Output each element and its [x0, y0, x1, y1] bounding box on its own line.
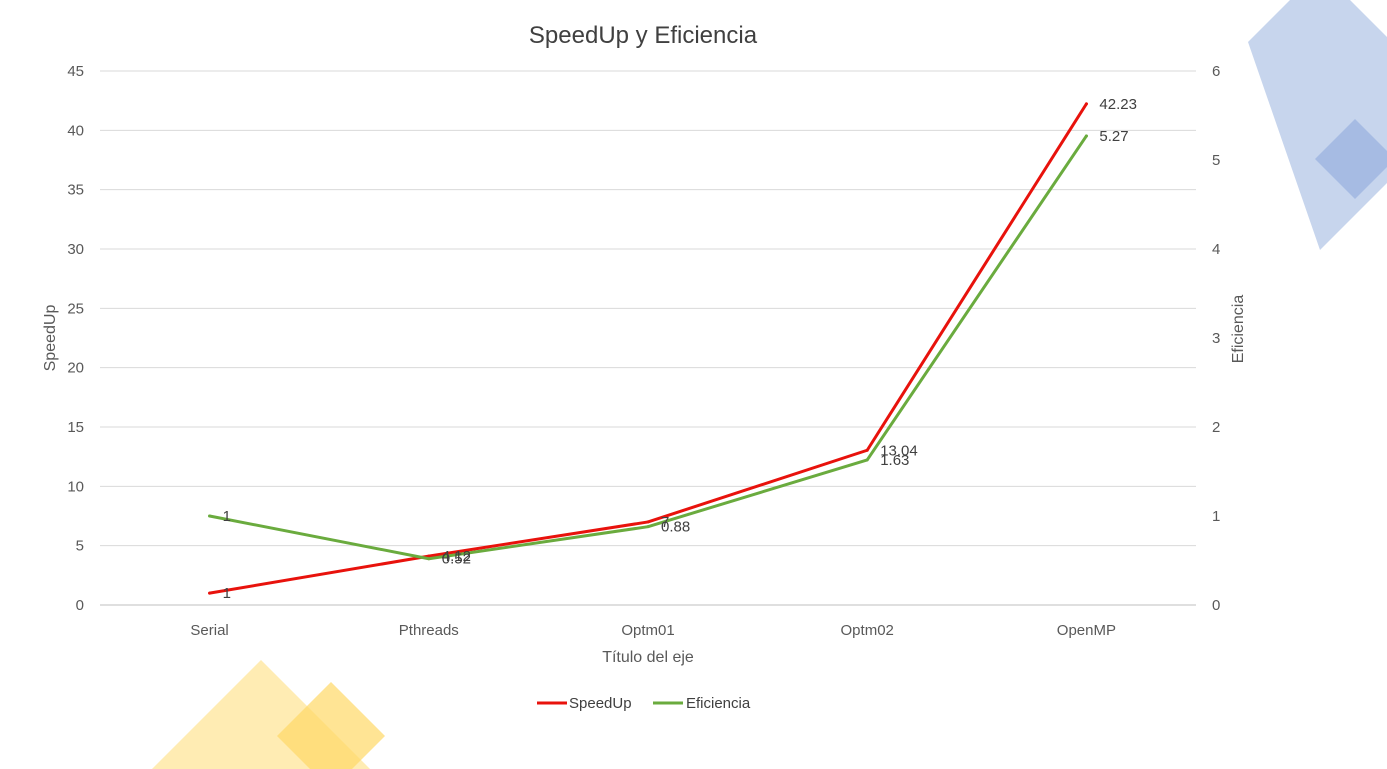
y2-axis-title: Eficiencia: [1230, 295, 1247, 364]
blue-diamond-small: [1315, 119, 1387, 199]
data-point-speedup: [865, 448, 869, 452]
y-tick-label: 20: [67, 360, 84, 377]
y-tick-label: 5: [76, 538, 84, 555]
legend: SpeedUp Eficiencia: [537, 695, 751, 712]
x-tick-label: Serial: [190, 622, 228, 639]
series-lines: [208, 102, 1088, 595]
data-label-speedup: 7: [661, 514, 669, 531]
x-axis-title: Título del eje: [602, 649, 694, 666]
legend-label-speedup: SpeedUp: [569, 695, 632, 712]
data-label-eficiencia: 1: [223, 508, 231, 525]
yellow-diamond-small: [277, 682, 385, 769]
data-label-eficiencia: 0.52: [442, 551, 471, 568]
legend-label-eficiencia: Eficiencia: [686, 695, 751, 712]
data-point-speedup: [646, 520, 650, 524]
y2-tick-label: 0: [1212, 597, 1220, 614]
x-axis-ticks: Serial Pthreads Optm01 Optm02 OpenMP: [190, 622, 1116, 639]
y2-tick-label: 3: [1212, 330, 1220, 347]
data-label-eficiencia: 1.63: [880, 452, 909, 469]
y-tick-label: 0: [76, 597, 84, 614]
data-label-speedup: 4.12: [442, 548, 471, 565]
blue-diamond-large: [1248, 0, 1387, 250]
x-tick-label: OpenMP: [1057, 622, 1116, 639]
y-tick-label: 15: [67, 419, 84, 436]
data-point-eficiencia: [427, 557, 431, 561]
y-tick-label: 25: [67, 300, 84, 317]
data-label-eficiencia: 5.27: [1099, 128, 1128, 145]
data-label-speedup: 1: [223, 585, 231, 602]
series-line-speedup: [208, 102, 1088, 595]
y2-tick-label: 2: [1212, 419, 1220, 436]
data-point-speedup: [1084, 102, 1088, 106]
y2-axis-ticks: 0 1 2 3 4 5 6: [1212, 63, 1220, 614]
x-tick-label: Pthreads: [399, 622, 459, 639]
data-point-eficiencia: [865, 458, 869, 462]
chart-title: SpeedUp y Eficiencia: [529, 22, 758, 49]
data-point-eficiencia: [208, 514, 212, 518]
data-point-eficiencia: [646, 525, 650, 529]
y2-tick-label: 4: [1212, 241, 1220, 258]
y-tick-label: 30: [67, 241, 84, 258]
series-line-eficiencia: [208, 134, 1088, 561]
y-tick-label: 40: [67, 122, 84, 139]
data-point-speedup: [427, 554, 431, 558]
y-tick-label: 45: [67, 63, 84, 80]
data-labels: 1 4.12 7 13.04 42.23 1 0.52 0.88 1.63 5.27: [223, 96, 1137, 602]
data-point-speedup: [208, 591, 212, 595]
y-tick-label: 10: [67, 478, 84, 495]
y-axis-ticks: 0 5 10 15 20 25 30 35 40 45: [67, 63, 84, 614]
gridlines: [100, 70, 1196, 606]
y-axis-title: SpeedUp: [42, 305, 59, 372]
x-tick-label: Optm02: [841, 622, 894, 639]
x-tick-label: Optm01: [621, 622, 674, 639]
data-label-eficiencia: 0.88: [661, 519, 690, 536]
y2-tick-label: 6: [1212, 63, 1220, 80]
y2-tick-label: 5: [1212, 152, 1220, 169]
decorative-shapes: [152, 0, 1387, 769]
y-tick-label: 35: [67, 182, 84, 199]
data-label-speedup: 42.23: [1099, 96, 1137, 113]
data-point-eficiencia: [1084, 134, 1088, 138]
data-label-speedup: 13.04: [880, 442, 918, 459]
y2-tick-label: 1: [1212, 508, 1220, 525]
